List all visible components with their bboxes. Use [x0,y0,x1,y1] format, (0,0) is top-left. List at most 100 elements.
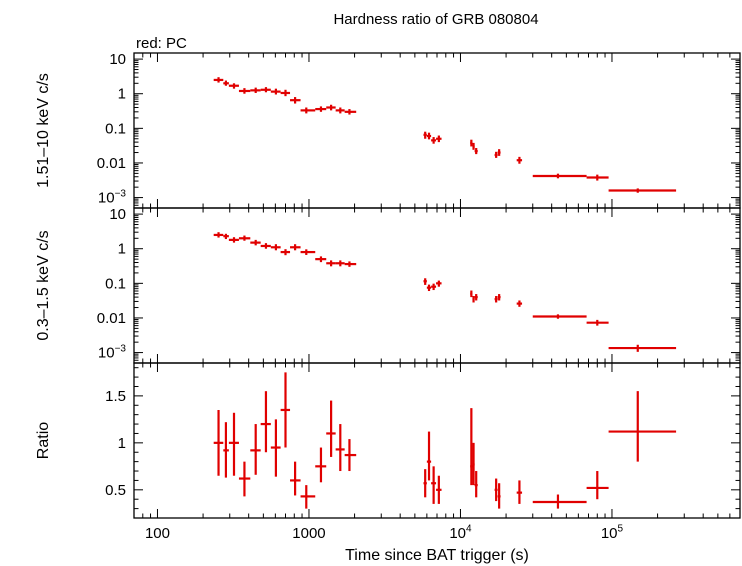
data-point-soft [315,256,327,263]
data-point-ratio [516,480,523,504]
panel-ratio: 0.5 1 1.5 Ratio [35,362,741,519]
data-point-ratio [228,412,239,476]
data-point-soft [238,235,251,241]
data-point-soft [290,244,301,251]
data-point-ratio [238,461,251,497]
y-tick-label: 10 [109,51,126,68]
data-point-ratio [470,408,473,486]
panel-soft: 10 1 0.1 0.01 10−3 0.3–1.5 keV c/s [35,206,741,364]
data-point-hard [270,88,281,95]
data-point-soft [436,280,442,287]
data-point-ratio [213,409,224,476]
chart-title: Hardness ratio of GRB 080804 [333,11,538,28]
y-axis-label-hard: 1.51–10 keV c/s [35,73,52,188]
data-point-hard [223,80,229,86]
data-point-soft [608,344,677,352]
data-point-hard [300,107,316,114]
data-point-hard [436,135,442,143]
data-point-soft [474,294,478,301]
data-point-soft [270,244,281,251]
data-point-hard [250,87,261,93]
y-tick-label: 0.5 [105,482,126,499]
data-point-soft [423,278,427,285]
data-point-ratio [431,466,437,504]
y-tick-label: 1 [118,241,126,258]
data-point-ratio [326,400,336,457]
data-point-ratio [426,431,432,481]
data-point-ratio [250,424,261,475]
panel-hard: 10 1 0.1 0.01 10−3 1.51–10 keV c/s [35,51,741,209]
data-point-ratio [423,469,427,498]
y-tick-label: 10 [109,206,126,223]
data-point-soft [300,249,316,255]
data-point-ratio [280,372,291,448]
data-point-soft [497,294,501,301]
data-point-ratio [260,391,271,453]
data-point-soft [472,296,475,303]
data-point-soft [494,296,498,303]
data-point-hard [344,109,357,115]
data-point-soft [335,260,345,267]
data-point-ratio [497,483,501,509]
data-point-hard [426,132,432,140]
y-tick-label: 0.01 [97,155,126,172]
data-point-hard [326,104,336,111]
data-point-ratio [300,485,316,509]
y-tick-label: 0.1 [105,275,126,292]
data-point-soft [532,314,587,319]
data-point-soft [250,239,261,246]
y-tick-label: 10−3 [98,343,127,361]
data-point-hard [497,149,501,156]
data-point-soft [228,237,239,243]
data-point-ratio [474,471,478,498]
x-tick-label: 105 [601,524,624,542]
y-axis-label-soft: 0.3–1.5 keV c/s [35,230,52,340]
data-point-soft [344,261,357,267]
data-point-ratio [472,442,475,486]
data-point-hard [470,139,473,147]
y-tick-label: 1 [118,435,126,452]
data-point-hard [280,89,291,97]
x-tick-label: 104 [449,524,472,542]
data-point-soft [223,233,229,240]
data-point-hard [586,174,609,181]
x-tick-label: 1000 [292,525,325,542]
data-point-hard [516,156,523,164]
data-point-soft [470,290,473,298]
data-point-ratio [270,419,281,477]
y-tick-label: 1 [118,86,126,103]
data-point-ratio [494,478,498,502]
data-point-hard [213,77,224,83]
data-point-ratio [223,422,229,478]
data-point-soft [280,249,291,256]
data-point-ratio [436,475,442,504]
data-point-soft [213,232,224,238]
data-point-hard [431,137,437,144]
plot-frame-hard [133,52,741,209]
data-point-hard [335,107,345,114]
data-point-ratio [315,447,327,483]
data-point-ratio [532,494,587,509]
data-point-hard [315,106,327,112]
data-point-ratio [608,391,677,462]
y-tick-label: 0.1 [105,120,126,137]
y-axis-label-ratio: Ratio [35,422,52,459]
data-point-soft [516,300,523,307]
y-tick-label: 1.5 [105,388,126,405]
y-tick-label: 10−3 [98,188,127,206]
y-tick-label: 0.01 [97,310,126,327]
x-tick-label: 100 [145,525,170,542]
legend-text: red: PC [136,35,187,52]
data-point-hard [260,87,271,93]
data-point-hard [494,151,498,158]
data-point-hard [472,142,475,150]
data-point-hard [238,88,251,94]
data-point-ratio [290,461,301,496]
data-point-soft [326,260,336,267]
data-point-ratio [586,471,609,500]
data-point-soft [426,284,432,292]
data-point-hard [290,97,301,104]
data-point-hard [228,83,239,89]
data-point-soft [586,319,609,326]
